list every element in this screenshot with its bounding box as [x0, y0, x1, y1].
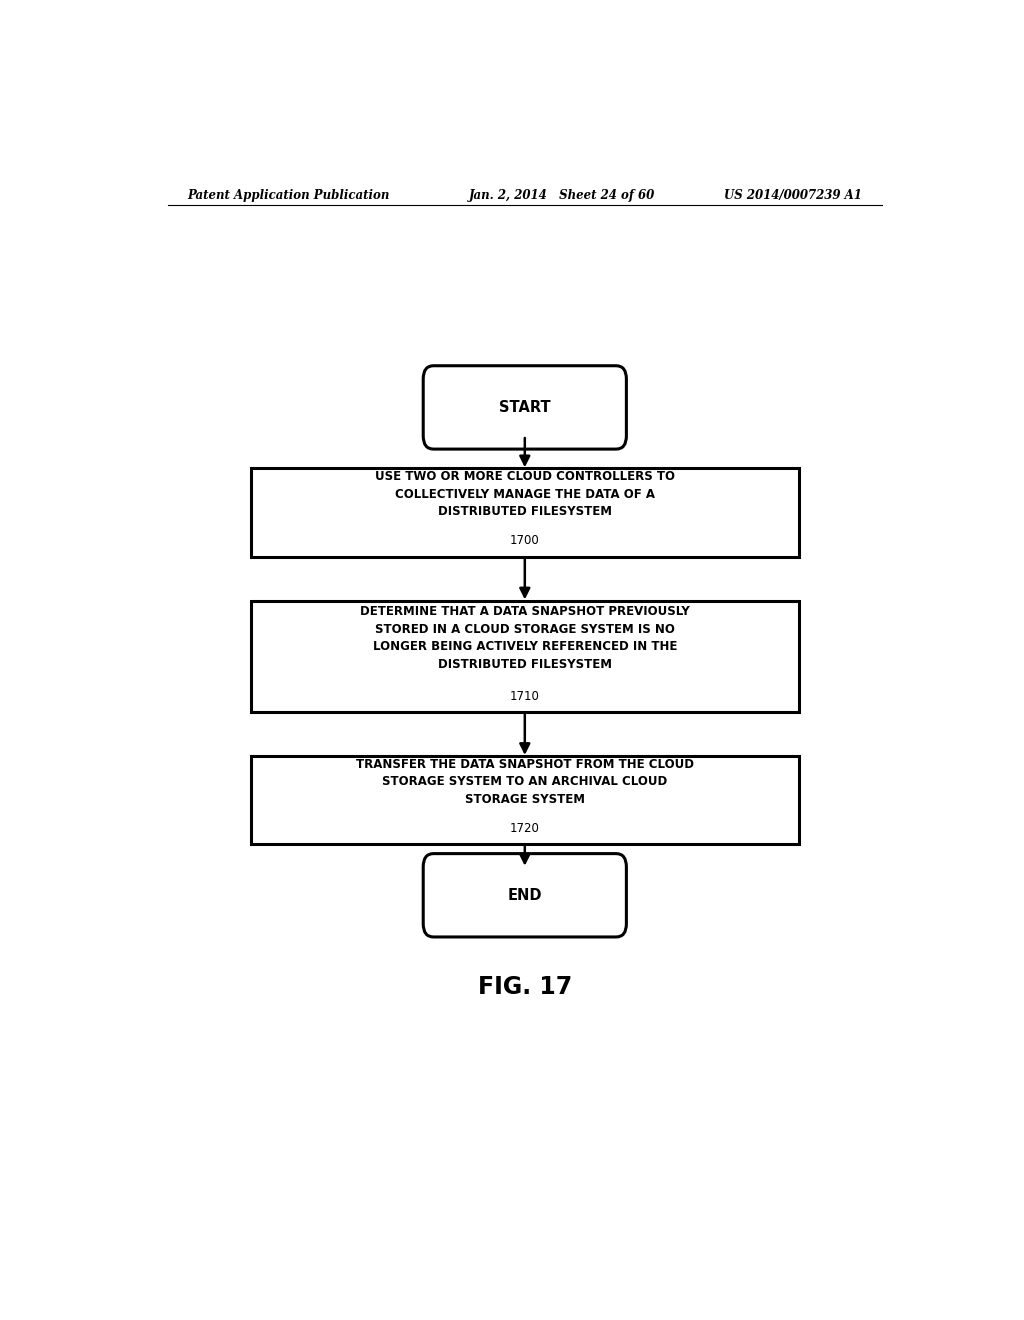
- Text: FIG. 17: FIG. 17: [477, 974, 572, 999]
- Text: 1720: 1720: [510, 822, 540, 834]
- FancyBboxPatch shape: [423, 854, 627, 937]
- Bar: [251, 756, 799, 845]
- Text: US 2014/0007239 A1: US 2014/0007239 A1: [724, 189, 862, 202]
- Text: START: START: [499, 400, 551, 414]
- FancyBboxPatch shape: [423, 366, 627, 449]
- Text: 1710: 1710: [510, 689, 540, 702]
- Text: Jan. 2, 2014   Sheet 24 of 60: Jan. 2, 2014 Sheet 24 of 60: [469, 189, 655, 202]
- Text: DETERMINE THAT A DATA SNAPSHOT PREVIOUSLY
STORED IN A CLOUD STORAGE SYSTEM IS NO: DETERMINE THAT A DATA SNAPSHOT PREVIOUSL…: [359, 606, 690, 671]
- Text: TRANSFER THE DATA SNAPSHOT FROM THE CLOUD
STORAGE SYSTEM TO AN ARCHIVAL CLOUD
ST: TRANSFER THE DATA SNAPSHOT FROM THE CLOU…: [355, 758, 694, 807]
- Text: 1700: 1700: [510, 535, 540, 546]
- Text: Patent Application Publication: Patent Application Publication: [187, 189, 390, 202]
- Text: END: END: [508, 888, 542, 903]
- Text: USE TWO OR MORE CLOUD CONTROLLERS TO
COLLECTIVELY MANAGE THE DATA OF A
DISTRIBUT: USE TWO OR MORE CLOUD CONTROLLERS TO COL…: [375, 470, 675, 519]
- Bar: [251, 601, 799, 713]
- Bar: [251, 469, 799, 557]
